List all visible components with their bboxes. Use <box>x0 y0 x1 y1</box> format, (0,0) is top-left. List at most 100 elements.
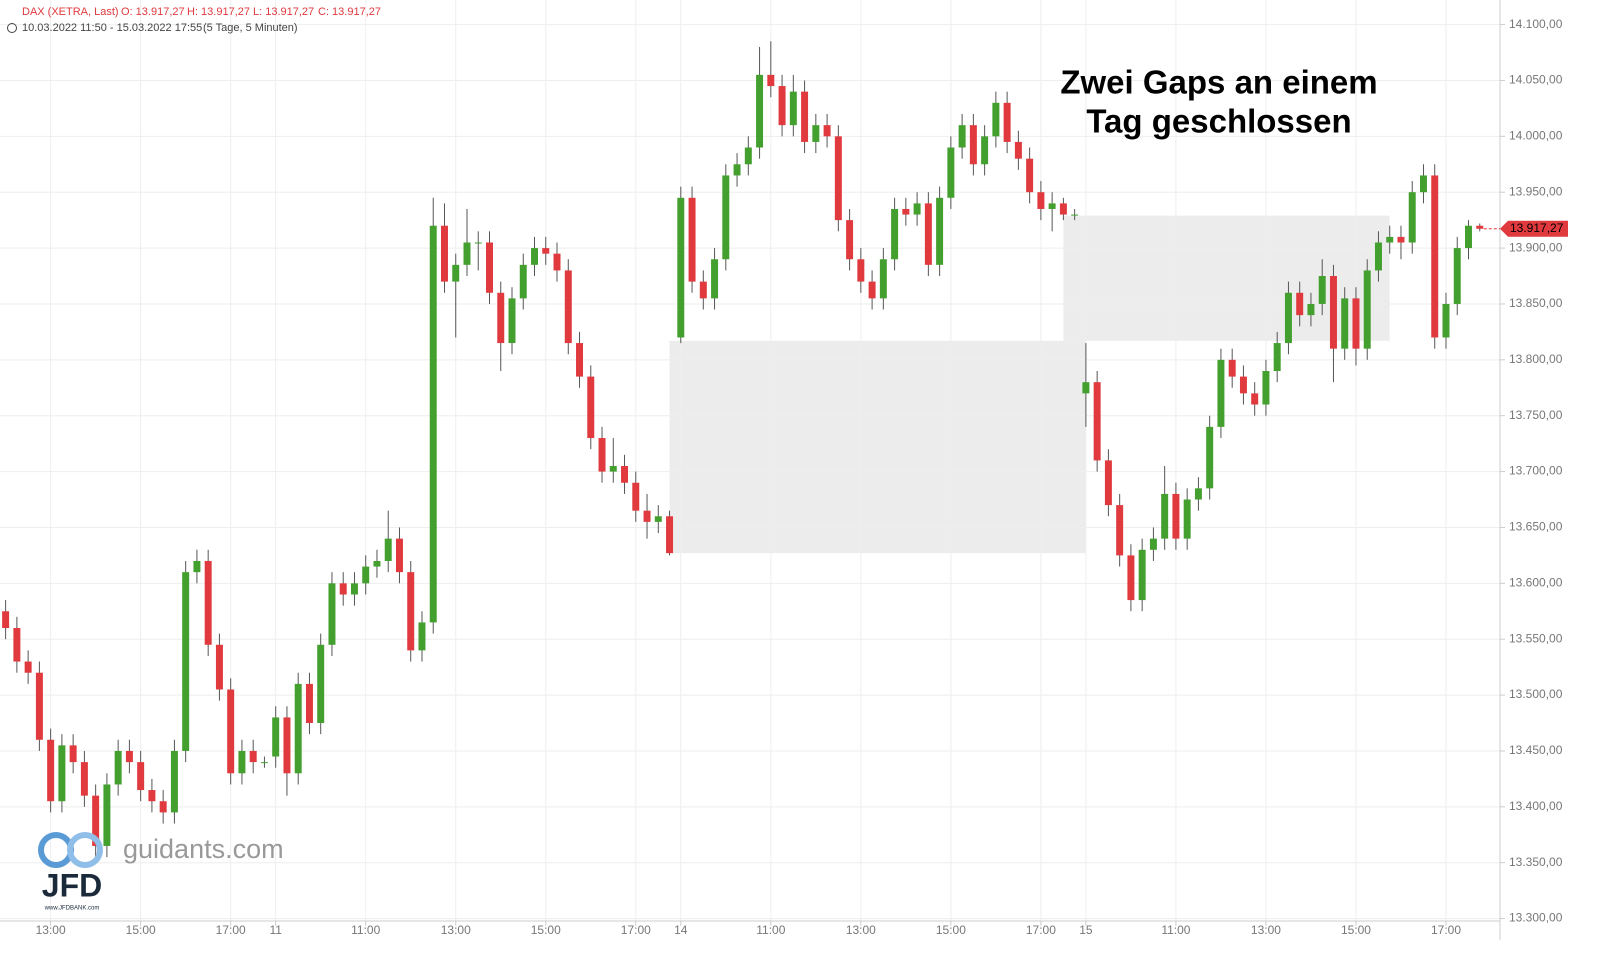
candle-body <box>1453 248 1461 304</box>
candle-body <box>204 560 212 645</box>
candle-body <box>69 745 77 763</box>
close: C: 13.917,27 <box>318 6 381 18</box>
candle-body <box>1419 175 1427 193</box>
x-tick-label: 11:00 <box>756 923 785 937</box>
logo-ring <box>67 832 103 868</box>
candle-body <box>1251 393 1259 405</box>
candle-body <box>598 438 606 472</box>
candle-body <box>305 683 313 724</box>
y-tick-label: 14.100,00 <box>1509 17 1563 31</box>
candle-body <box>1149 538 1157 550</box>
logo: guidants.com JFD www.JFDBANK.com <box>38 832 284 912</box>
candle-body <box>1386 236 1394 243</box>
candle-body <box>924 203 932 265</box>
last-price-label: 13.917,27 <box>1510 221 1564 235</box>
candle-body <box>666 516 674 554</box>
candle-body <box>170 750 178 813</box>
candle-body <box>486 242 493 293</box>
candle-body <box>632 482 640 511</box>
x-tick-label: 17:00 <box>1431 923 1461 937</box>
candle-body <box>1352 298 1360 349</box>
x-tick-label: 11:00 <box>1161 923 1190 937</box>
x-tick-label: 15:00 <box>126 923 156 937</box>
y-tick-label: 13.850,00 <box>1509 296 1563 310</box>
candle-body <box>879 259 887 299</box>
candle-body <box>767 74 775 87</box>
y-tick-label: 13.650,00 <box>1509 520 1563 534</box>
candle-body <box>1206 426 1214 489</box>
candle-body <box>1363 270 1371 349</box>
y-tick-label: 13.350,00 <box>1509 855 1563 869</box>
candle-body <box>92 795 100 846</box>
gap-zone <box>669 340 1086 554</box>
y-tick-label: 13.700,00 <box>1509 464 1563 478</box>
candle-body <box>1172 493 1180 539</box>
candle-body <box>362 566 370 584</box>
x-tick-label: 17:00 <box>216 923 246 937</box>
candle-body <box>936 197 944 265</box>
candle-body <box>1318 276 1326 304</box>
last-price-tag <box>1500 220 1568 237</box>
candle-body <box>913 203 921 215</box>
candle-body <box>609 465 617 472</box>
candle-body <box>823 125 831 137</box>
candle-body <box>272 717 280 757</box>
candle-body <box>1183 499 1191 539</box>
candle-body <box>1037 192 1045 209</box>
candle-body <box>981 136 989 165</box>
annotation: Zwei Gaps an einem <box>1060 64 1377 101</box>
candle-body <box>373 560 381 567</box>
symbol: DAX (XETRA, Last) <box>22 6 119 18</box>
candle-body <box>868 281 876 299</box>
candle-body <box>699 281 707 299</box>
candle-body <box>227 689 235 774</box>
candle-body <box>711 259 719 299</box>
candles <box>2 41 1484 858</box>
candle-body <box>407 572 415 651</box>
candle-body <box>114 750 122 785</box>
candle-body <box>238 750 246 774</box>
candle-body <box>474 242 482 244</box>
candle-body <box>801 91 809 142</box>
candle-body <box>1014 141 1022 159</box>
candle-body <box>193 560 201 573</box>
candle-body <box>137 762 145 791</box>
candle-body <box>1228 359 1236 377</box>
candle-body <box>317 644 325 724</box>
candle-body <box>834 136 842 221</box>
y-tick-label: 14.000,00 <box>1509 129 1563 143</box>
candle-body <box>497 292 505 344</box>
candle-body <box>846 220 854 260</box>
low: L: 13.917,27 <box>253 6 314 18</box>
y-tick-label: 13.550,00 <box>1509 631 1563 645</box>
candle-body <box>418 622 426 651</box>
gap-zone <box>1063 215 1390 341</box>
y-tick-label: 13.500,00 <box>1509 687 1563 701</box>
candle-body <box>1476 225 1484 229</box>
x-tick-label: 13:00 <box>36 923 66 937</box>
candle-body <box>1059 203 1067 215</box>
candle-body <box>13 628 21 662</box>
candle-body <box>744 147 752 165</box>
candle-body <box>1048 203 1056 209</box>
candle-body <box>339 583 347 595</box>
y-tick-label: 13.900,00 <box>1509 240 1563 254</box>
y-tick-label: 13.400,00 <box>1509 799 1563 813</box>
candle-body <box>1307 303 1315 316</box>
candle-body <box>1442 303 1450 338</box>
x-tick-label: 15:00 <box>531 923 561 937</box>
y-tick-label: 13.750,00 <box>1509 408 1563 422</box>
x-tick-label: 13:00 <box>1251 923 1281 937</box>
date-range: 10.03.2022 11:50 - 15.03.2022 17:55 <box>22 22 202 34</box>
candle-body <box>35 672 43 740</box>
candle-body <box>576 343 584 377</box>
candle-body <box>58 745 66 802</box>
candle-body <box>958 125 966 148</box>
candle-body <box>1431 175 1439 338</box>
x-tick-label: 17:00 <box>1026 923 1056 937</box>
x-tick-label: 15:00 <box>936 923 966 937</box>
candle-body <box>1071 214 1079 216</box>
candle-body <box>283 717 291 774</box>
candle-body <box>1273 343 1281 372</box>
